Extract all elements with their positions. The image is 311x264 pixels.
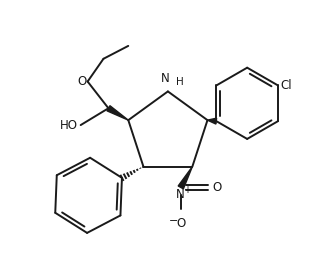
Text: N: N — [161, 73, 170, 86]
Text: −: − — [169, 216, 179, 226]
Text: HO: HO — [60, 119, 78, 131]
Text: O: O — [77, 75, 87, 88]
Text: N: N — [175, 188, 184, 201]
Text: O: O — [212, 181, 222, 194]
Text: +: + — [183, 185, 191, 195]
Polygon shape — [207, 118, 216, 124]
Text: Cl: Cl — [280, 79, 292, 92]
Polygon shape — [107, 106, 128, 120]
Text: O: O — [176, 217, 185, 230]
Text: H: H — [176, 77, 183, 87]
Polygon shape — [178, 167, 193, 189]
